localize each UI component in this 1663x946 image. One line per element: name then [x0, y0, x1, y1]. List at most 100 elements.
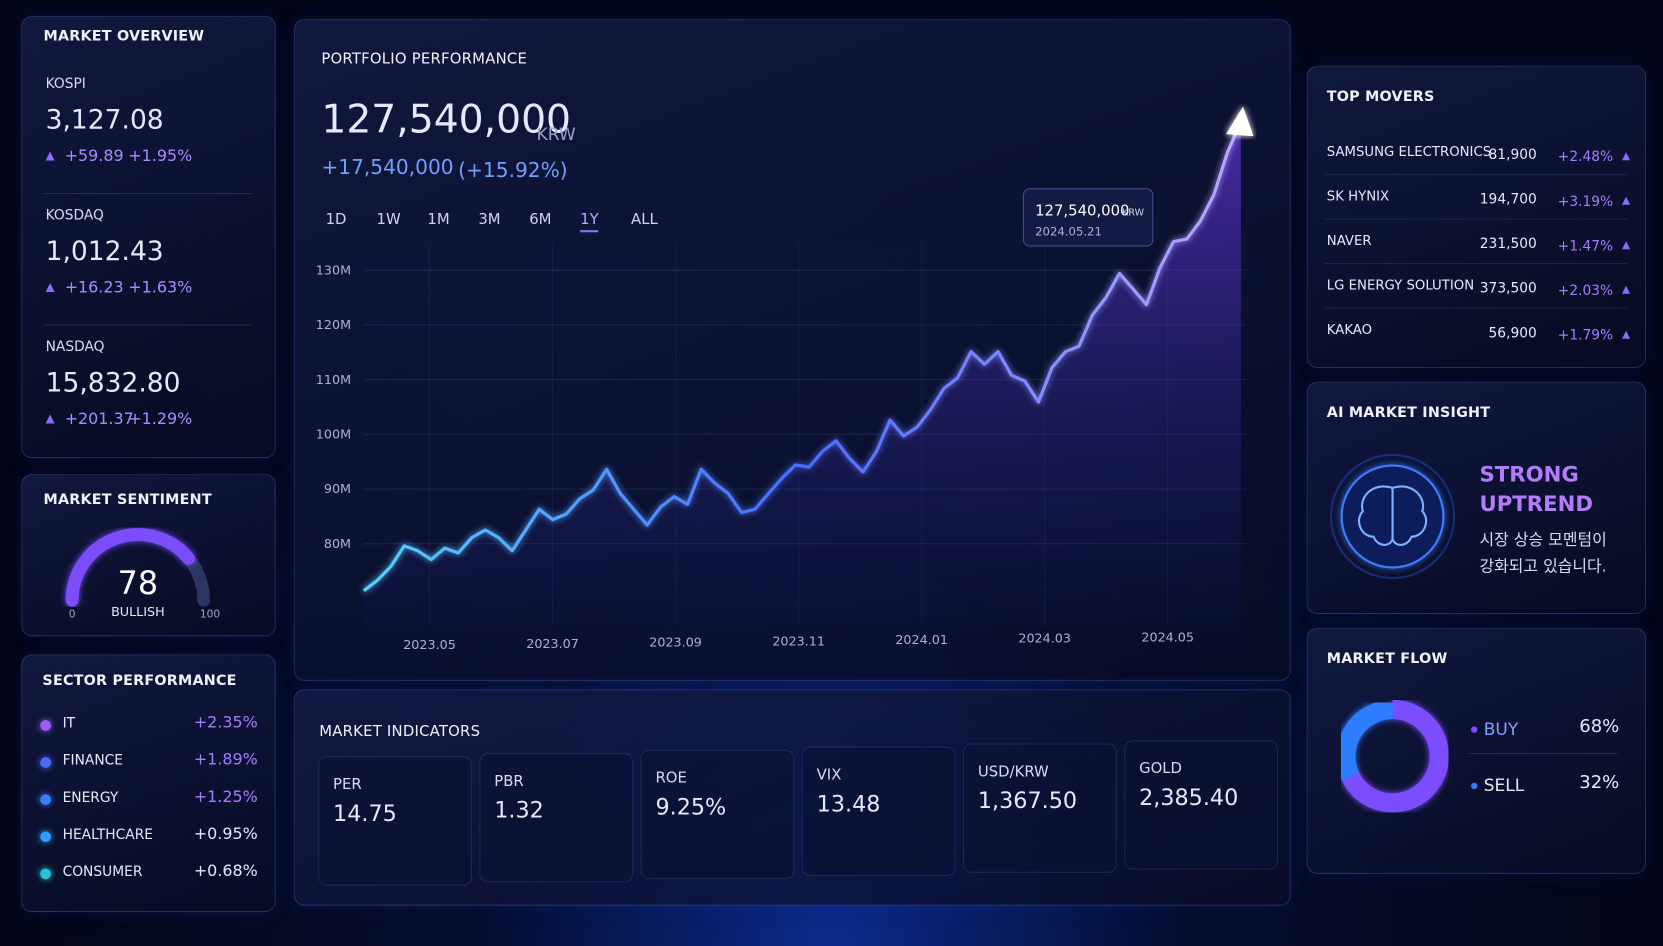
index-value: 3,127.08	[45, 103, 164, 135]
indicator-card: PBR 1.32	[479, 753, 634, 883]
sector-dot	[40, 757, 51, 768]
range-tab[interactable]: 1Y	[580, 211, 599, 233]
portfolio-change: +17,540,000	[321, 155, 454, 180]
indicator-name: USD/KRW	[977, 763, 1049, 781]
insight-headline: STRONG UPTREND	[1479, 461, 1593, 517]
legend-value: 68%	[1579, 715, 1620, 738]
indicator-card: PER 14.75	[318, 756, 472, 886]
panel-title: MARKET FLOW	[1326, 650, 1448, 668]
divider	[1324, 263, 1629, 265]
range-tab[interactable]: 1W	[376, 211, 401, 229]
sector-name: FINANCE	[62, 753, 123, 769]
divider	[1324, 218, 1629, 220]
legend-label: SELL	[1483, 775, 1525, 796]
sector-change: +2.35%	[193, 712, 258, 732]
sector-change: +1.25%	[193, 786, 258, 807]
indicator-value: 14.75	[333, 800, 397, 827]
up-icon: ▲	[1621, 284, 1631, 296]
stock-change: +2.48%	[1557, 149, 1614, 166]
panel-title: TOP MOVERS	[1326, 88, 1435, 105]
panel-title: AI MARKET INSIGHT	[1326, 404, 1491, 422]
indicator-value: 1,367.50	[977, 788, 1078, 814]
index-name: KOSDAQ	[45, 207, 104, 224]
panel-title: MARKET OVERVIEW	[43, 27, 205, 45]
sector-name: IT	[62, 715, 76, 732]
market-flow-panel: MARKET FLOW BUY 68% SELL 32%	[1306, 627, 1647, 874]
divider	[1468, 753, 1618, 755]
index-name: KOSPI	[45, 76, 86, 93]
sector-change: +1.89%	[193, 749, 258, 769]
up-icon: ▲	[45, 279, 55, 294]
portfolio-panel: PORTFOLIO PERFORMANCE 127,540,000 KRW +1…	[293, 19, 1291, 681]
up-icon: ▲	[1621, 239, 1631, 252]
ai-insight-panel: AI MARKET INSIGHT STRONG UPTREND 시장 상승 모…	[1306, 381, 1647, 615]
index-change-pct: +1.95%	[128, 146, 193, 166]
index-change: +16.23	[64, 277, 124, 297]
divider	[1324, 173, 1629, 175]
sector-dot	[40, 831, 51, 843]
sector-dot	[40, 720, 51, 731]
panel-title: SECTOR PERFORMANCE	[42, 672, 237, 690]
stock-change: +1.47%	[1557, 238, 1614, 255]
indicator-card: VIX 13.48	[801, 746, 956, 877]
index-change: +59.89	[64, 146, 124, 166]
indicator-name: VIX	[816, 766, 842, 784]
index-change-pct: +1.29%	[128, 409, 193, 429]
index-value: 15,832.80	[45, 366, 181, 398]
up-icon: ▲	[1621, 150, 1631, 163]
indicator-value: 9.25%	[655, 794, 727, 820]
currency: KRW	[536, 124, 576, 145]
index-change-pct: +1.63%	[128, 277, 193, 297]
range-tab[interactable]: 1M	[427, 211, 450, 229]
range-tab[interactable]: 3M	[478, 211, 501, 229]
stock-name: LG ENERGY SOLUTION	[1326, 276, 1475, 293]
indicator-value: 2,385.40	[1139, 784, 1239, 811]
legend-dot	[1471, 782, 1478, 790]
stock-price: 194,700	[1479, 191, 1537, 208]
range-tab[interactable]: 1D	[325, 211, 347, 229]
indicator-card: ROE 9.25%	[640, 749, 795, 880]
indicator-name: PBR	[494, 773, 524, 791]
indicator-name: ROE	[655, 769, 687, 787]
sector-name: CONSUMER	[62, 864, 143, 881]
panel-title: MARKET SENTIMENT	[43, 491, 212, 509]
stock-price: 56,900	[1488, 325, 1537, 342]
legend-label: BUY	[1483, 719, 1519, 740]
indicator-name: GOLD	[1139, 760, 1182, 778]
up-icon: ▲	[1621, 195, 1631, 207]
indicator-value: 1.32	[494, 797, 544, 824]
legend-value: 32%	[1579, 772, 1620, 794]
indicator-card: GOLD 2,385.40	[1124, 740, 1279, 870]
indicator-name: PER	[333, 776, 362, 794]
stock-change: +1.79%	[1557, 327, 1614, 344]
stock-change: +3.19%	[1557, 194, 1614, 210]
stock-price: 231,500	[1479, 236, 1537, 253]
range-tab[interactable]: 6M	[529, 211, 552, 229]
stock-name: SAMSUNG ELECTRONICS	[1326, 143, 1492, 160]
indicator-value: 13.48	[816, 791, 881, 817]
stock-name: NAVER	[1326, 232, 1372, 249]
stock-price: 81,900	[1488, 147, 1537, 164]
sector-dot	[40, 794, 51, 805]
insight-description: 시장 상승 모멘텀이 강화되고 있습니다.	[1479, 530, 1607, 576]
indicator-card: USD/KRW 1,367.50	[963, 743, 1117, 873]
up-icon: ▲	[45, 148, 55, 163]
divider	[43, 193, 252, 195]
portfolio-change-pct: (+15.92%)	[458, 159, 568, 183]
divider	[43, 324, 252, 326]
range-tab[interactable]: ALL	[631, 211, 658, 229]
legend-dot	[1471, 726, 1478, 733]
portfolio-total: 127,540,000	[321, 96, 572, 143]
panel-title: PORTFOLIO PERFORMANCE	[321, 50, 528, 68]
stock-name: KAKAO	[1326, 321, 1373, 338]
sector-performance-panel: SECTOR PERFORMANCE IT +2.35% FINANCE +1.89%…	[21, 654, 276, 913]
market-overview-panel: MARKET OVERVIEW KOSPI 3,127.08 ▲ +59.89 +1.9…	[21, 15, 276, 459]
sector-dot	[40, 868, 51, 880]
market-sentiment-panel: MARKET SENTIMENT	[21, 474, 276, 637]
index-value: 1,012.43	[45, 235, 164, 267]
sector-name: HEALTHCARE	[62, 827, 154, 844]
up-icon: ▲	[1621, 328, 1631, 341]
stock-price: 373,500	[1479, 281, 1537, 297]
